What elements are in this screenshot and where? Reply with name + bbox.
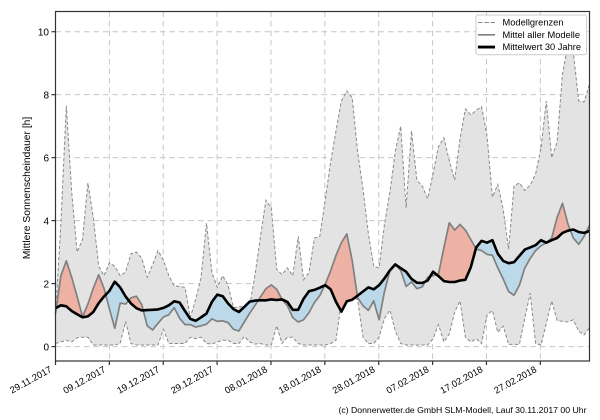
svg-text:Mittel aller Modelle: Mittel aller Modelle: [503, 30, 581, 40]
svg-text:10: 10: [38, 27, 50, 38]
svg-text:Mittlere Sonnenscheindauer [h]: Mittlere Sonnenscheindauer [h]: [22, 117, 33, 260]
svg-text:6: 6: [43, 153, 49, 164]
svg-text:8: 8: [43, 90, 49, 101]
svg-text:2: 2: [43, 279, 49, 290]
svg-text:Modellgrenzen: Modellgrenzen: [503, 17, 564, 27]
svg-text:Mittelwert 30 Jahre: Mittelwert 30 Jahre: [503, 42, 582, 52]
svg-text:0: 0: [43, 342, 49, 353]
svg-text:4: 4: [43, 216, 49, 227]
svg-text:(c) Donnerwetter.de GmbH SLM-M: (c) Donnerwetter.de GmbH SLM-Modell, Lau…: [338, 405, 586, 415]
